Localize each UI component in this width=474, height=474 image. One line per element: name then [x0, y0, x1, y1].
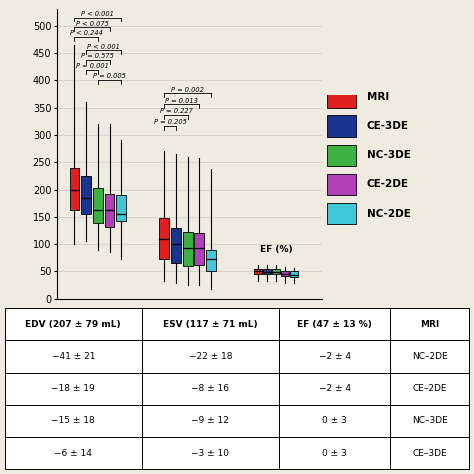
- Text: P < 0.001: P < 0.001: [87, 44, 120, 50]
- Bar: [279, 437, 390, 469]
- Bar: [327, 203, 356, 224]
- Bar: [279, 340, 390, 373]
- Bar: [159, 218, 169, 259]
- Text: P = 0.575: P = 0.575: [82, 54, 114, 59]
- Text: P < 0.075: P < 0.075: [75, 21, 109, 27]
- Text: NC–2DE: NC–2DE: [412, 352, 447, 361]
- Bar: [390, 340, 469, 373]
- Bar: [390, 308, 469, 340]
- Bar: [327, 145, 356, 166]
- Text: P < 0.001: P < 0.001: [82, 11, 114, 17]
- Bar: [5, 437, 142, 469]
- Bar: [142, 373, 279, 405]
- Bar: [171, 228, 181, 263]
- Text: −2 ± 4: −2 ± 4: [319, 384, 351, 393]
- Bar: [206, 249, 216, 271]
- Text: P < 0.244: P < 0.244: [70, 30, 102, 36]
- Bar: [327, 116, 356, 137]
- Text: CE-2DE: CE-2DE: [367, 179, 409, 190]
- Bar: [272, 269, 280, 274]
- Bar: [142, 405, 279, 437]
- Text: EF (%): EF (%): [260, 245, 292, 254]
- Bar: [290, 271, 298, 277]
- Text: EDV (mL): EDV (mL): [73, 315, 123, 325]
- Text: −41 ± 21: −41 ± 21: [52, 352, 95, 361]
- Text: −18 ± 19: −18 ± 19: [51, 384, 95, 393]
- Bar: [142, 437, 279, 469]
- Text: −3 ± 10: −3 ± 10: [191, 449, 229, 457]
- Text: P = 0.227: P = 0.227: [159, 109, 192, 115]
- Text: P = 0.013: P = 0.013: [165, 98, 198, 104]
- Text: ESV (mL): ESV (mL): [163, 315, 212, 325]
- Bar: [105, 194, 114, 227]
- Text: EF (47 ± 13 %): EF (47 ± 13 %): [297, 320, 372, 328]
- Text: P = 0.005: P = 0.005: [93, 73, 126, 79]
- Bar: [183, 232, 192, 266]
- Text: NC-3DE: NC-3DE: [367, 150, 411, 160]
- Bar: [327, 86, 356, 108]
- Bar: [5, 373, 142, 405]
- Bar: [390, 437, 469, 469]
- Text: CE-3DE: CE-3DE: [367, 121, 409, 131]
- Bar: [142, 308, 279, 340]
- Text: P = 0.205: P = 0.205: [154, 119, 187, 126]
- Text: 0 ± 3: 0 ± 3: [322, 449, 347, 457]
- Text: P = 0.002: P = 0.002: [171, 87, 204, 93]
- Bar: [5, 405, 142, 437]
- Bar: [93, 189, 103, 223]
- Text: ESV (117 ± 71 mL): ESV (117 ± 71 mL): [163, 320, 257, 328]
- Bar: [254, 269, 262, 273]
- Text: NC-2DE: NC-2DE: [367, 209, 411, 219]
- Text: CE–3DE: CE–3DE: [412, 449, 447, 457]
- Text: MRI: MRI: [420, 320, 439, 328]
- Text: −15 ± 18: −15 ± 18: [51, 417, 95, 425]
- Text: −9 ± 12: −9 ± 12: [191, 417, 229, 425]
- Bar: [117, 195, 126, 221]
- Bar: [5, 340, 142, 373]
- Text: −6 ± 14: −6 ± 14: [55, 449, 92, 457]
- Bar: [142, 340, 279, 373]
- Text: MRI: MRI: [367, 92, 389, 102]
- Bar: [279, 373, 390, 405]
- Bar: [70, 168, 79, 210]
- Bar: [5, 308, 142, 340]
- Text: 0 ± 3: 0 ± 3: [322, 417, 347, 425]
- Bar: [194, 233, 204, 265]
- Bar: [279, 405, 390, 437]
- Text: −2 ± 4: −2 ± 4: [319, 352, 351, 361]
- Bar: [327, 174, 356, 195]
- Bar: [390, 373, 469, 405]
- Text: −22 ± 18: −22 ± 18: [189, 352, 232, 361]
- Text: EDV (207 ± 79 mL): EDV (207 ± 79 mL): [26, 320, 121, 328]
- Text: CE–2DE: CE–2DE: [412, 384, 447, 393]
- Text: −8 ± 16: −8 ± 16: [191, 384, 229, 393]
- Bar: [263, 269, 271, 274]
- Bar: [81, 176, 91, 214]
- Bar: [390, 405, 469, 437]
- Bar: [279, 308, 390, 340]
- Text: P = 0.001: P = 0.001: [75, 63, 109, 69]
- Bar: [281, 271, 289, 276]
- Text: NC–3DE: NC–3DE: [412, 417, 447, 425]
